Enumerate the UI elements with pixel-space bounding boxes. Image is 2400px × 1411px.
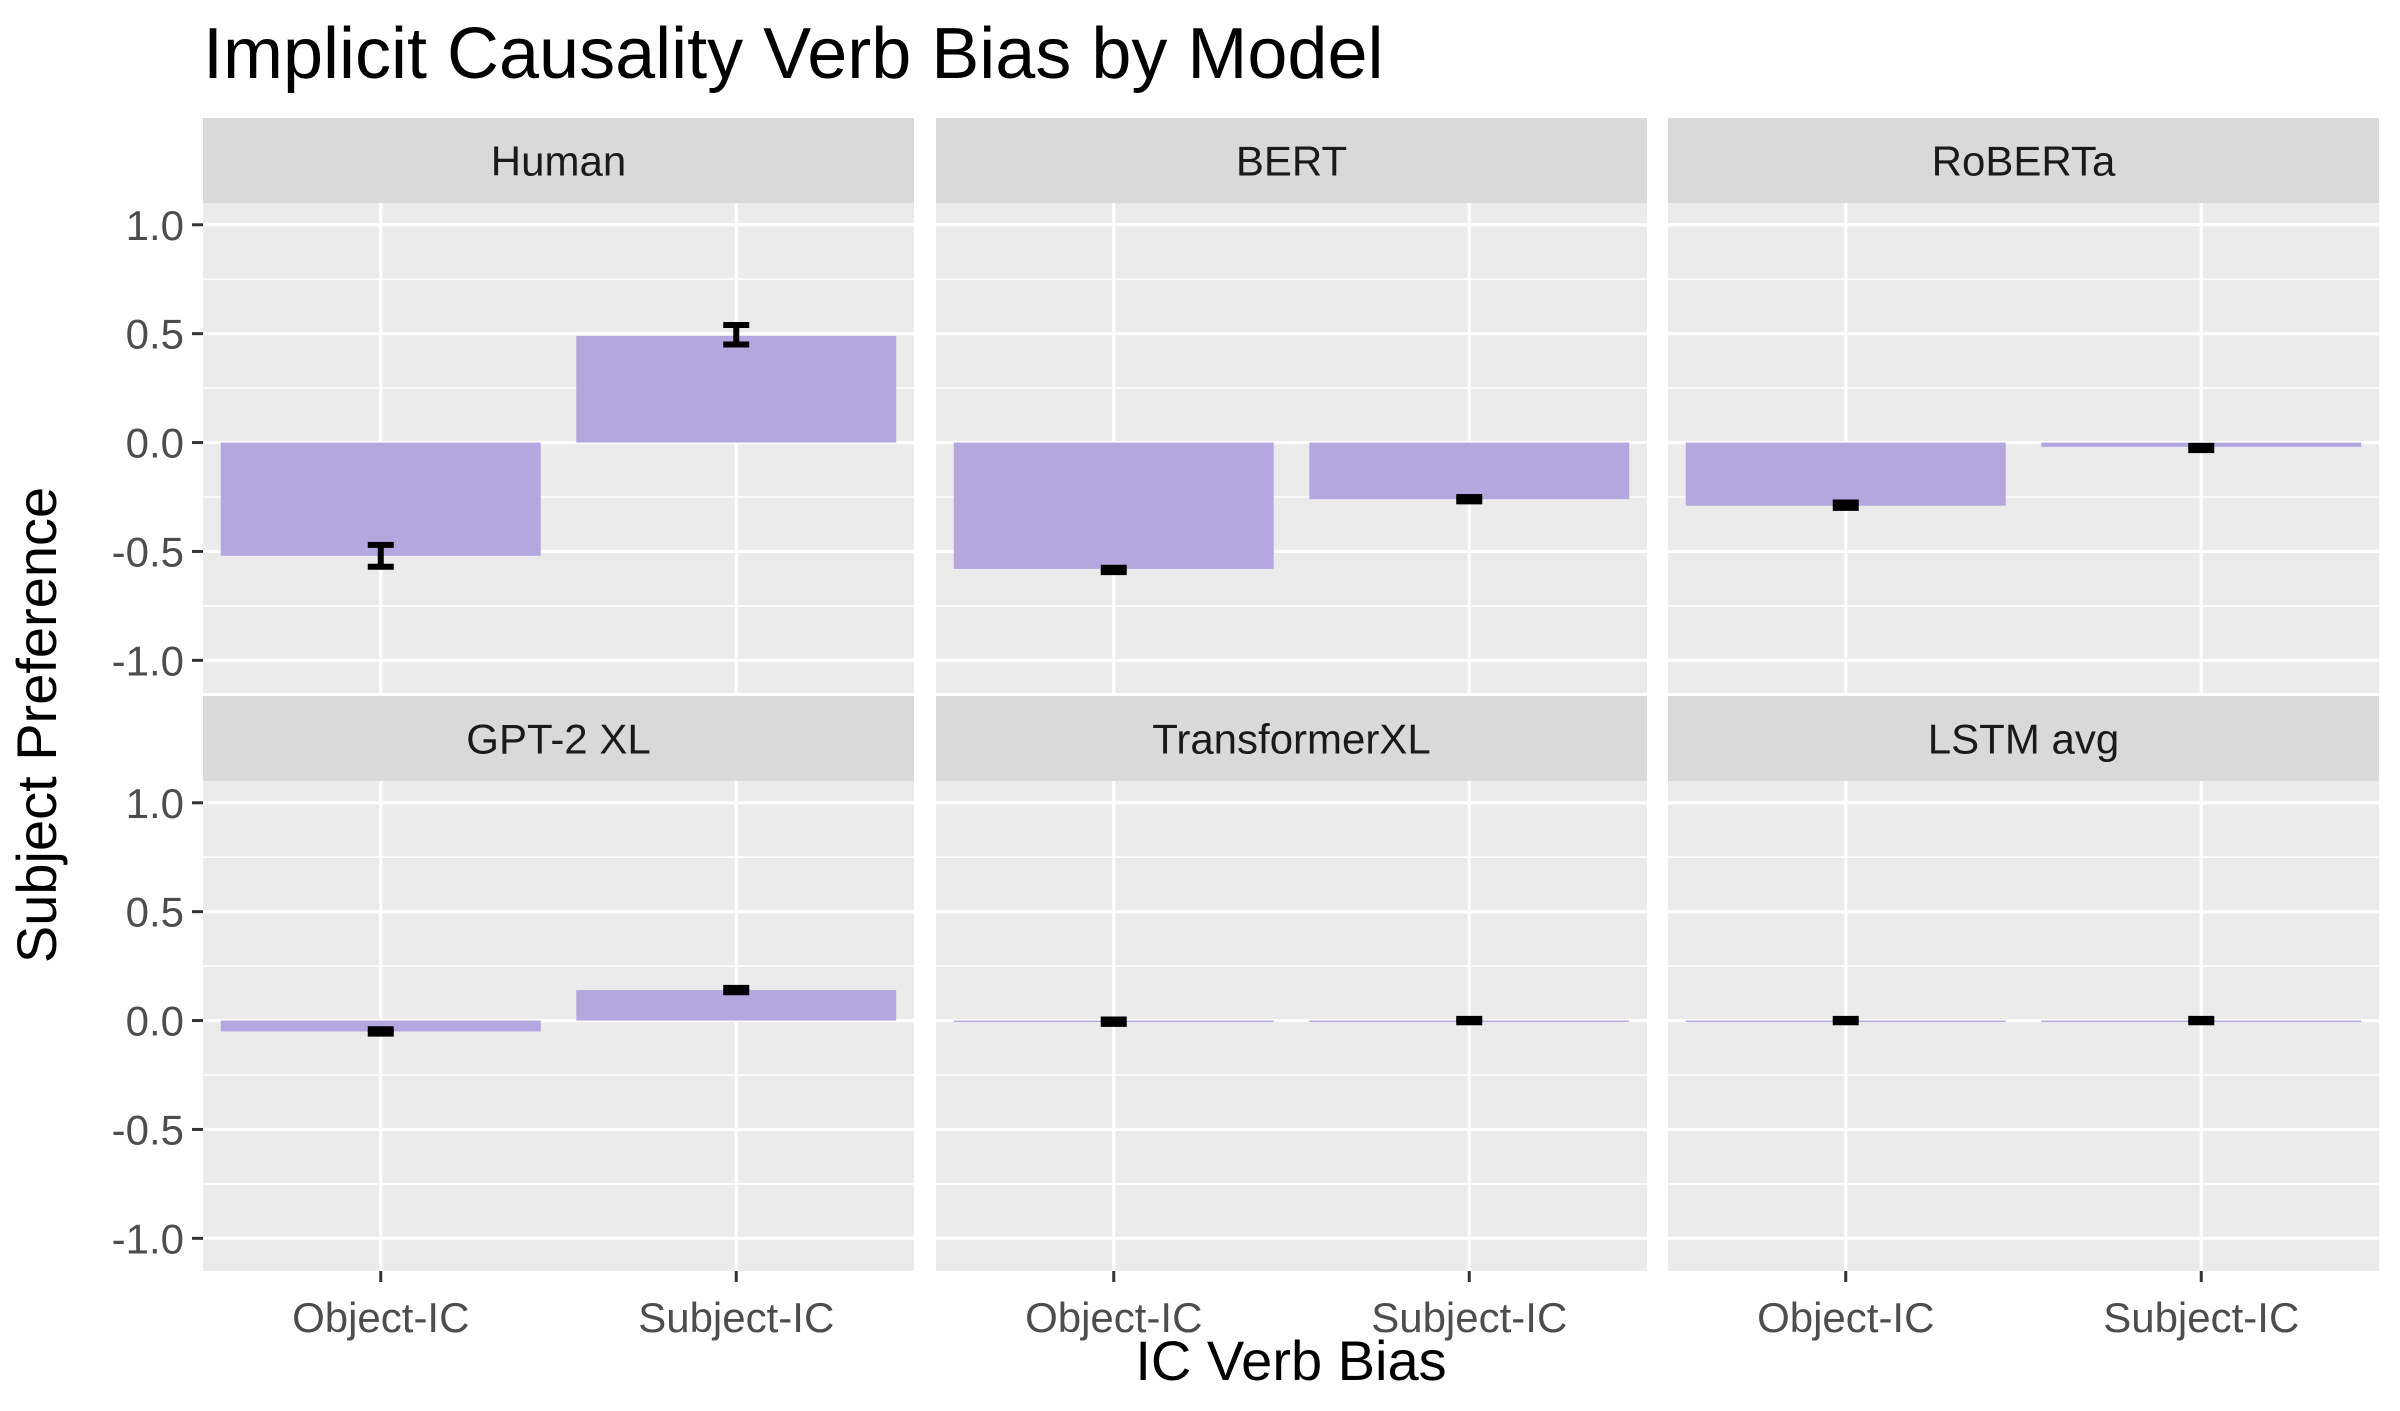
error-bar-object-ic (367, 541, 394, 570)
facet-strip-label: TransformerXL (1152, 716, 1431, 763)
facet-panel-roberta: RoBERTa (1668, 118, 2379, 693)
facet-panel-gpt-2-xl: GPT-2 XL (203, 696, 914, 1271)
y-tick-label: 0.0 (126, 998, 184, 1045)
chart-title: Implicit Causality Verb Bias by Model (203, 14, 1383, 94)
facet-panel-lstm-avg: LSTM avg (1668, 696, 2379, 1271)
y-tick-label: -0.5 (112, 528, 184, 575)
facet-panel-human: Human (203, 118, 914, 693)
y-tick-label: 0.0 (126, 420, 184, 467)
facet-strip (1668, 118, 2379, 203)
facet-strip-label: RoBERTa (1932, 138, 2116, 185)
x-tick-label: Subject-IC (2103, 1294, 2299, 1341)
x-axis-title: IC Verb Bias (1135, 1329, 1446, 1392)
y-tick-label: -1.0 (112, 637, 184, 684)
y-tick-label: 1.0 (126, 780, 184, 827)
error-bar-object-ic (1832, 499, 1859, 511)
y-tick-label: 0.5 (126, 311, 184, 358)
bar-object-ic (220, 442, 541, 556)
facet-panel-transformerxl: TransformerXL (936, 696, 1647, 1271)
panel-background (1668, 781, 2379, 1271)
y-tick-label: -1.0 (112, 1215, 184, 1262)
error-bar-object-ic (1832, 1015, 1859, 1026)
y-tick-label: 0.5 (126, 889, 184, 936)
error-bar-object-ic (1100, 564, 1127, 576)
error-bar-subject-ic (1456, 494, 1483, 505)
error-bar-subject-ic (723, 984, 750, 996)
panel-background (936, 781, 1647, 1271)
bar-object-ic (953, 442, 1274, 569)
facet-strip (936, 696, 1647, 781)
x-tick-label: Subject-IC (1371, 1294, 1567, 1341)
facet-strip (1668, 696, 2379, 781)
facet-strip-label: Human (491, 138, 626, 185)
x-axis: Object-IC Subject-IC Object-IC Subject-IC Ob… (292, 1271, 2299, 1341)
x-tick-label: Object-IC (1757, 1294, 1934, 1341)
facet-panels: Human BERT RoBERTa GPT-2 XL TransformerXL LST… (203, 118, 2379, 1271)
error-bar-subject-ic (1456, 1015, 1483, 1026)
y-tick-label: -0.5 (112, 1106, 184, 1153)
facet-strip (203, 696, 914, 781)
error-bar-subject-ic (2188, 442, 2215, 454)
facet-strip (203, 118, 914, 203)
y-axis: 1.0 0.5 0.0 -0.5 -1.0 1.0 0.5 0.0 -0.5 -1.0 (112, 202, 203, 1262)
x-tick-label: Object-IC (292, 1294, 469, 1341)
y-axis-title: Subject Preference (5, 487, 68, 963)
bar-subject-ic (1309, 442, 1630, 500)
y-tick-label: 1.0 (126, 202, 184, 249)
error-bar-object-ic (367, 1026, 394, 1037)
x-tick-label: Subject-IC (638, 1294, 834, 1341)
x-tick-label: Object-IC (1025, 1294, 1202, 1341)
facet-panel-bert: BERT (936, 118, 1647, 693)
bar-subject-ic (576, 335, 897, 443)
facet-strip-label: LSTM avg (1928, 716, 2119, 763)
facet-strip-label: GPT-2 XL (466, 716, 650, 763)
facet-strip-label: BERT (1236, 138, 1347, 185)
bar-object-ic (220, 1020, 541, 1032)
error-bar-subject-ic (2188, 1015, 2215, 1026)
bar-object-ic (1685, 442, 2006, 506)
error-bar-object-ic (1100, 1016, 1127, 1027)
error-bar-subject-ic (723, 321, 750, 348)
facet-strip (936, 118, 1647, 203)
